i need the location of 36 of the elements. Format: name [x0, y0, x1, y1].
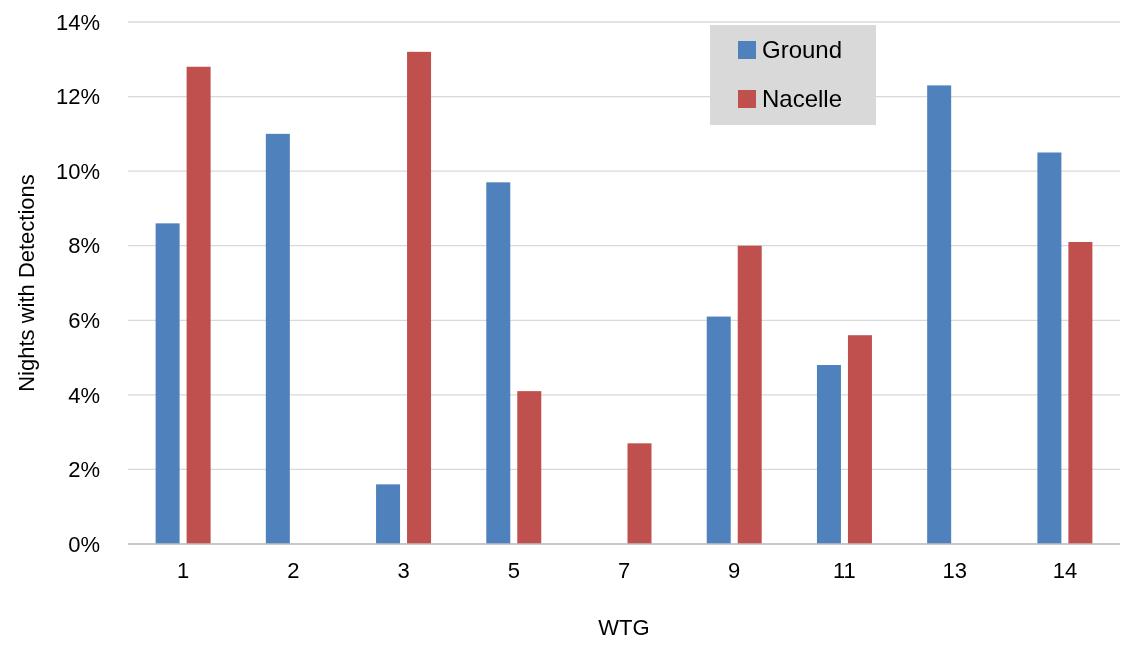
- bar: [265, 133, 290, 544]
- y-tick-label: 4%: [68, 382, 100, 408]
- bar: [927, 85, 952, 544]
- bar: [376, 484, 401, 544]
- x-tick-label: 5: [507, 558, 520, 583]
- y-tick-label: 10%: [55, 158, 100, 184]
- y-tick-label: 6%: [68, 307, 100, 333]
- x-tick-label: 1: [176, 558, 190, 583]
- x-tick-label: 11: [833, 558, 856, 583]
- bar: [627, 443, 652, 544]
- x-axis-title: WTG: [598, 615, 650, 640]
- bar: [407, 51, 432, 544]
- x-tick-label: 7: [617, 558, 631, 583]
- x-tick-label: 3: [397, 558, 410, 583]
- bar: [517, 391, 542, 544]
- bar: [155, 223, 180, 544]
- y-tick-label: 14%: [55, 9, 100, 35]
- y-tick-label: 2%: [68, 457, 100, 483]
- x-tick-label: 14: [1052, 558, 1078, 583]
- x-tick-label: 2: [287, 558, 300, 583]
- x-tick-label: 13: [942, 558, 967, 583]
- bar: [816, 365, 841, 544]
- legend-label: Nacelle: [762, 85, 843, 113]
- y-tick-label: 0%: [68, 531, 100, 557]
- bar: [1068, 241, 1093, 544]
- y-tick-label: 8%: [68, 233, 100, 259]
- bar: [1037, 152, 1062, 544]
- bar: [186, 66, 211, 544]
- x-tick-label: 9: [728, 558, 741, 583]
- bar: [847, 335, 872, 544]
- bar: [706, 316, 731, 544]
- bar: [737, 245, 762, 544]
- y-axis-title: Nights with Detections: [14, 174, 39, 392]
- bar: [486, 182, 511, 544]
- legend-label: Ground: [762, 36, 843, 64]
- y-tick-label: 12%: [55, 84, 100, 110]
